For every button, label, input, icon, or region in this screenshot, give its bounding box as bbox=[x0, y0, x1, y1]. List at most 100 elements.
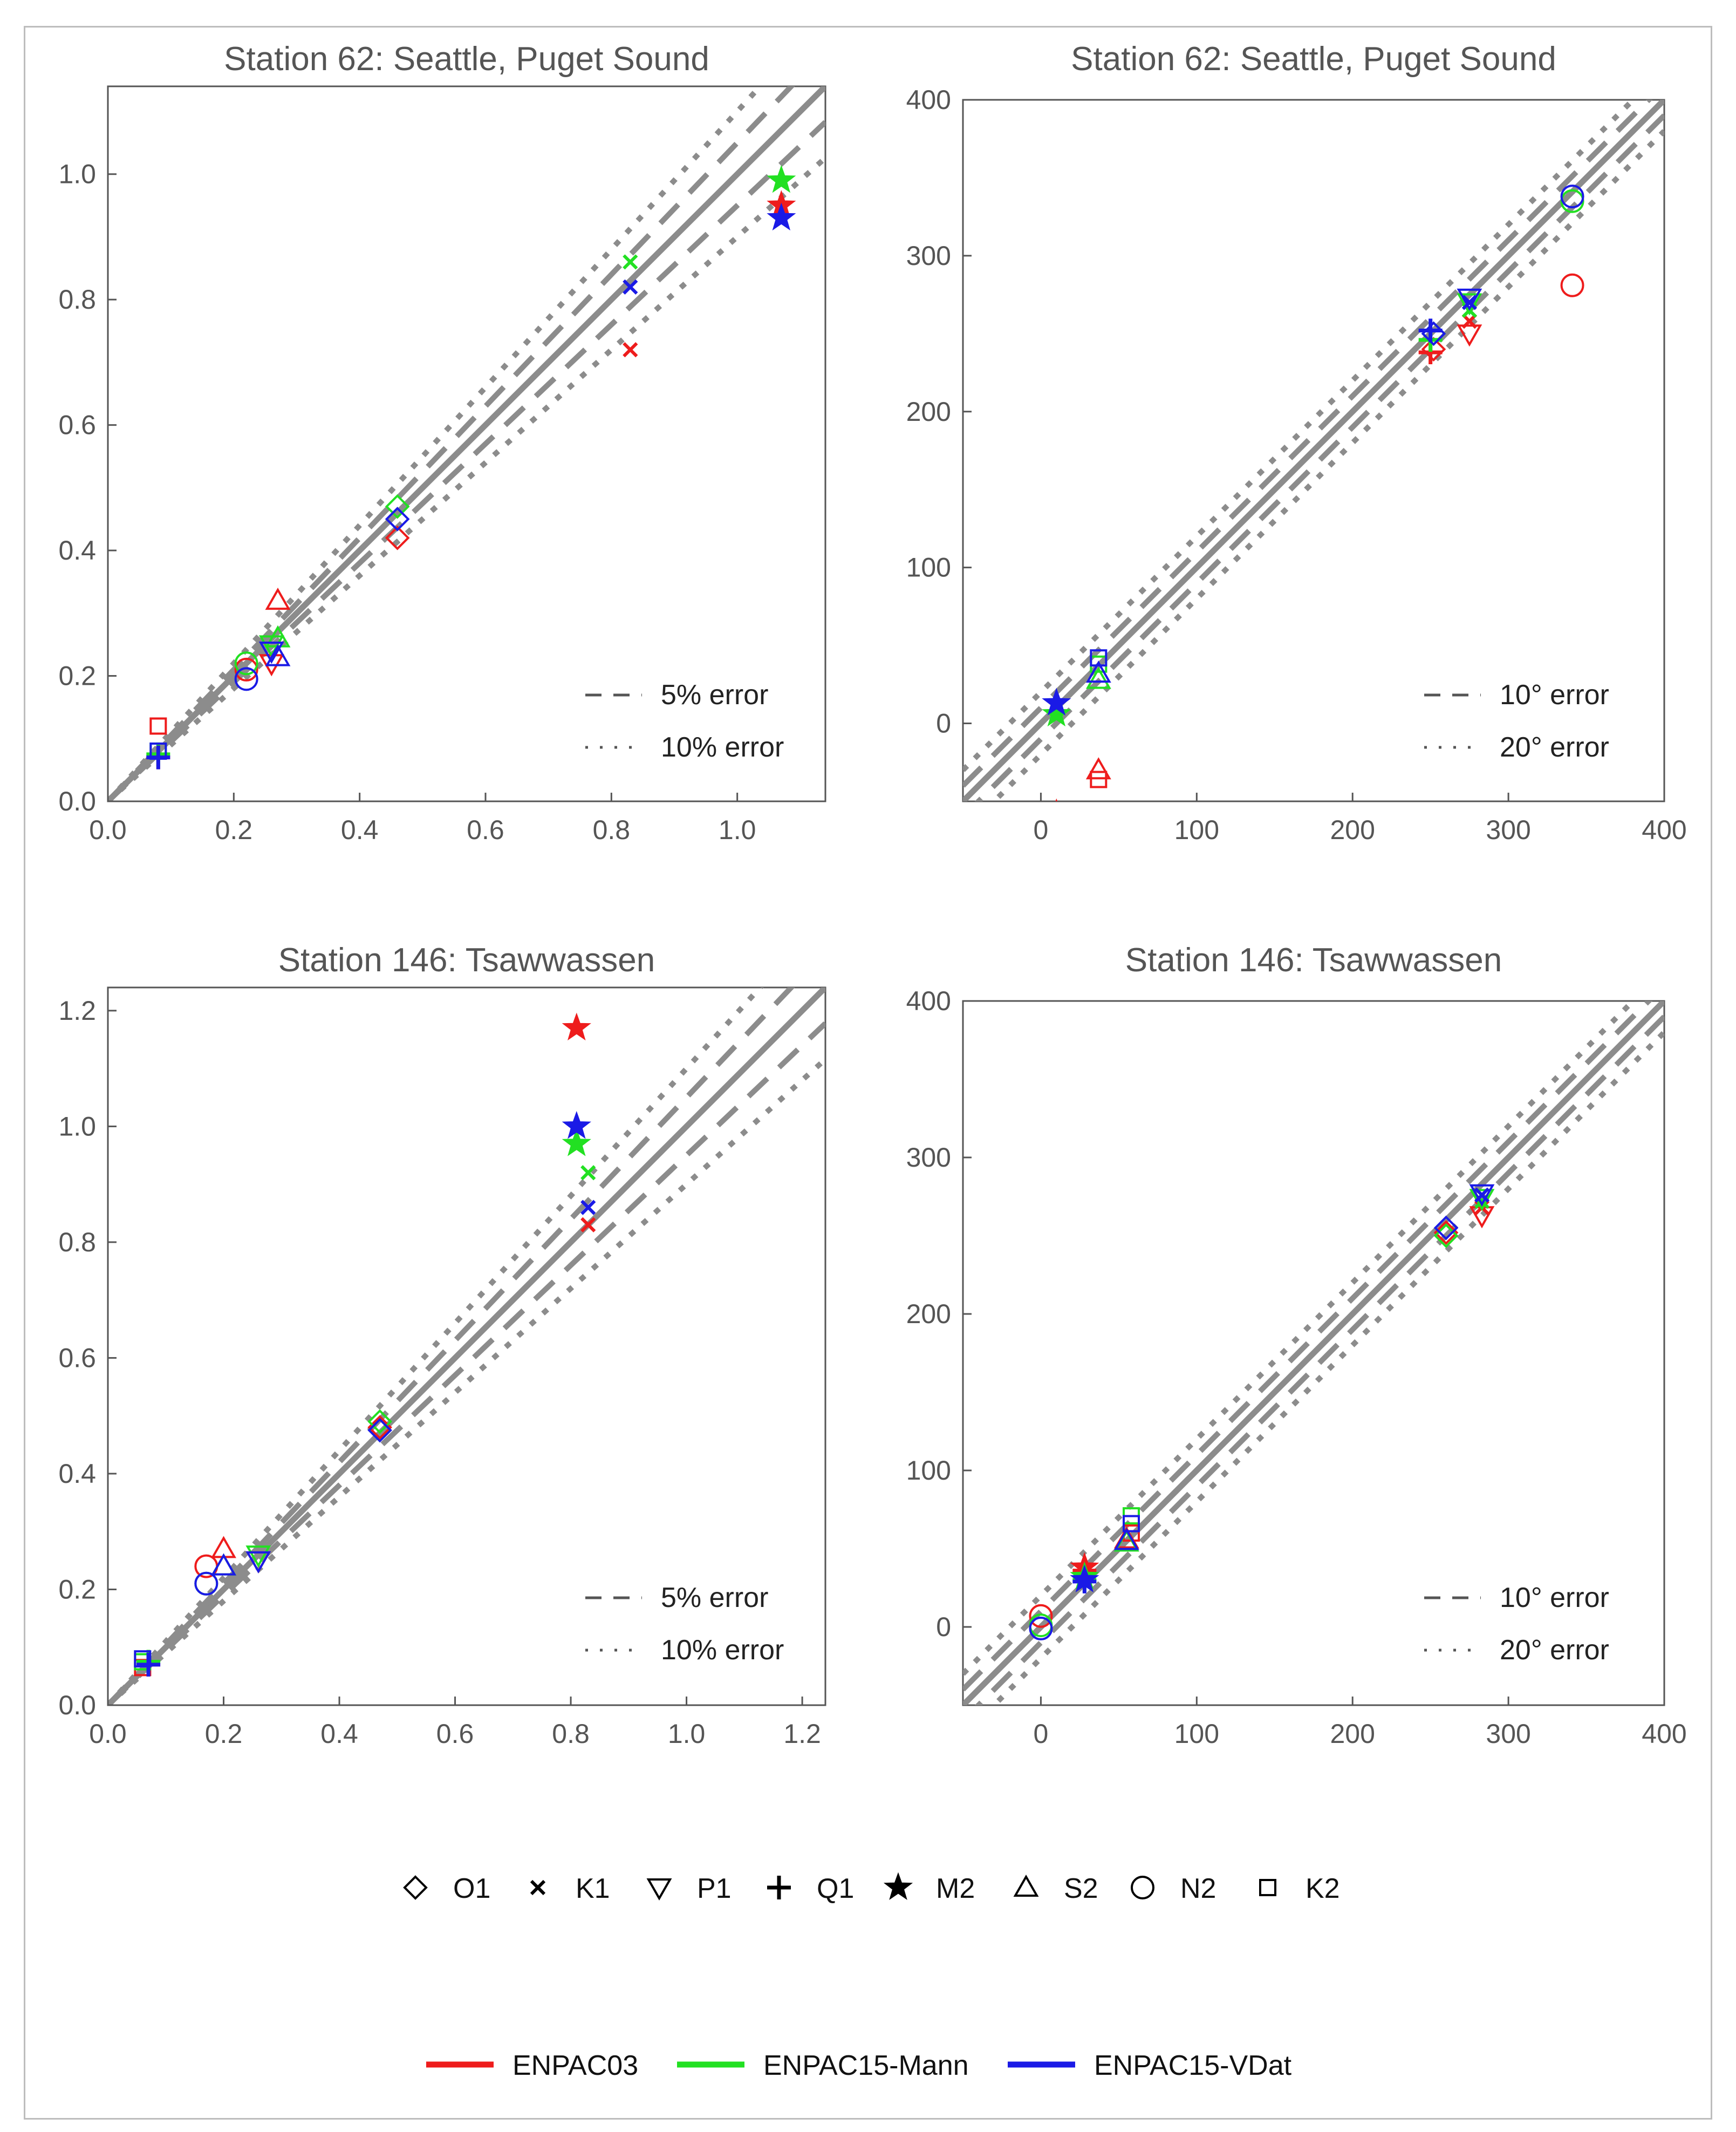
x-tick-label: 400 bbox=[1642, 1719, 1686, 1749]
point-o1-enpac15-vdat bbox=[385, 507, 410, 532]
symbol-legend: O1 K1 P1 Q1 M2 S2 N2 K2 bbox=[403, 1872, 1340, 1904]
y-tick-label: 0.2 bbox=[58, 661, 96, 691]
point-k1-enpac15-vdat bbox=[1461, 295, 1478, 310]
x-tick-label: 100 bbox=[1174, 815, 1219, 845]
x-tick-label: 0.6 bbox=[436, 1719, 474, 1749]
symbol-legend-label: P1 bbox=[697, 1873, 732, 1904]
lower-dashed-error-line bbox=[974, 1014, 1664, 1705]
circle-icon bbox=[1131, 1876, 1154, 1899]
x-tick-label: 200 bbox=[1330, 815, 1375, 845]
chart-title: Station 62: Seattle, Puget Sound bbox=[1071, 40, 1556, 78]
plot-frame bbox=[107, 986, 826, 1706]
y-tick-label: 0.0 bbox=[58, 786, 96, 816]
upper-dotted-error-line bbox=[963, 100, 1637, 772]
point-k1-enpac03 bbox=[623, 342, 638, 358]
x-tick-label: 0 bbox=[1034, 1719, 1049, 1749]
point-m2-enpac15-mann bbox=[562, 1128, 591, 1156]
point-o1-enpac03 bbox=[385, 526, 410, 550]
y-tick-label: 200 bbox=[906, 397, 951, 427]
chart-phase62: Station 62: Seattle, Puget Sound 0 100 200 3… bbox=[906, 40, 1687, 845]
x-tick-label: 1.0 bbox=[668, 1719, 706, 1749]
x-tick-label: 1.0 bbox=[719, 815, 756, 845]
y-tick-label: 0.6 bbox=[58, 410, 96, 440]
dashed-legend-label: 10° error bbox=[1500, 1582, 1609, 1613]
y-tick-label: 200 bbox=[906, 1299, 951, 1329]
point-m2-enpac15-mann bbox=[1042, 698, 1071, 727]
point-k1-enpac15-mann bbox=[623, 254, 638, 270]
model-legend-label: ENPAC03 bbox=[512, 2050, 638, 2081]
y-tick-label: 0 bbox=[936, 1612, 951, 1642]
model-legend: ENPAC03 ENPAC15-Mann ENPAC15-VDat bbox=[426, 2050, 1292, 2081]
triangle-down-icon bbox=[646, 1878, 672, 1901]
y-tick-label: 0 bbox=[936, 709, 951, 739]
error-legend: 10° error 20° error bbox=[1424, 679, 1609, 763]
y-tick-label: 0.8 bbox=[58, 284, 96, 315]
x-tick-label: 0 bbox=[1034, 815, 1049, 845]
series-enpac15-vdat bbox=[1042, 185, 1584, 716]
point-k2-enpac03 bbox=[149, 717, 167, 735]
chart-title: Station 62: Seattle, Puget Sound bbox=[224, 40, 709, 78]
chart-amp62: Station 62: Seattle, Puget Sound 0.0 0.2 0.… bbox=[58, 40, 826, 845]
series-enpac15-vdat bbox=[1029, 1184, 1495, 1640]
point-n2-enpac15-vdat bbox=[194, 1571, 218, 1596]
chart-title: Station 146: Tsawwassen bbox=[278, 942, 655, 979]
x-tick-label: 100 bbox=[1174, 1719, 1219, 1749]
symbol-legend-item-k2: K2 bbox=[1259, 1873, 1340, 1904]
y-tick-label: 100 bbox=[906, 553, 951, 583]
y-tick-label: 0.8 bbox=[58, 1227, 96, 1257]
point-n2-enpac15-vdat bbox=[234, 667, 258, 691]
cross-icon bbox=[530, 1879, 546, 1896]
lower-dashed-error-line bbox=[108, 1021, 825, 1705]
chart-phase146: Station 146: Tsawwassen 0 100 200 300 400 0 100… bbox=[906, 942, 1687, 1749]
charts-layer: Station 62: Seattle, Puget Sound 0.0 0.2 0.… bbox=[58, 40, 1687, 1749]
point-s2-enpac15-vdat bbox=[265, 644, 291, 666]
point-m2-enpac03 bbox=[562, 1012, 591, 1041]
reference-lines bbox=[963, 100, 1664, 801]
point-n2-enpac03 bbox=[234, 657, 258, 682]
point-k2-enpac15-vdat bbox=[134, 1650, 152, 1668]
plus-icon bbox=[767, 1876, 791, 1899]
series-enpac15-vdat bbox=[146, 202, 796, 769]
identity-line bbox=[108, 86, 825, 801]
symbol-legend-label: M2 bbox=[936, 1873, 975, 1904]
x-tick-label: 0.6 bbox=[467, 815, 504, 845]
point-s2-enpac15-vdat bbox=[1085, 660, 1111, 683]
data-points bbox=[1029, 1184, 1495, 1640]
point-k1-enpac15-vdat bbox=[580, 1200, 596, 1215]
point-n2-enpac03 bbox=[1029, 1604, 1053, 1628]
plot-frame bbox=[962, 1000, 1665, 1706]
chart-title: Station 146: Tsawwassen bbox=[1125, 942, 1502, 979]
point-n2-enpac03 bbox=[1560, 273, 1584, 297]
point-s2-enpac15-vdat bbox=[211, 1553, 236, 1576]
point-p1-enpac15-vdat bbox=[1457, 288, 1482, 311]
reference-lines bbox=[963, 1001, 1664, 1705]
model-legend-label: ENPAC15-VDat bbox=[1094, 2050, 1292, 2081]
point-o1-enpac03 bbox=[1433, 1220, 1459, 1245]
reference-lines bbox=[108, 86, 825, 801]
triangle-up-icon bbox=[1013, 1874, 1039, 1897]
symbol-legend-label: N2 bbox=[1180, 1873, 1216, 1904]
y-tick-label: 0.0 bbox=[58, 1690, 96, 1720]
dashed-legend-label: 10° error bbox=[1500, 679, 1609, 711]
lower-dashed-error-line bbox=[108, 120, 825, 801]
point-p1-enpac15-mann bbox=[1457, 293, 1482, 316]
upper-dotted-error-line bbox=[963, 1001, 1637, 1676]
y-tick-label: 400 bbox=[906, 85, 951, 115]
y-tick-label: 100 bbox=[906, 1455, 951, 1486]
model-legend-item-enpac03: ENPAC03 bbox=[426, 2050, 638, 2081]
series-enpac03 bbox=[134, 1012, 596, 1677]
y-tick-label: 400 bbox=[906, 986, 951, 1016]
point-k2-enpac15-vdat bbox=[1090, 649, 1108, 667]
y-tick-label: 0.4 bbox=[58, 535, 96, 566]
symbol-legend-label: O1 bbox=[453, 1873, 490, 1904]
point-o1-enpac15-vdat bbox=[1433, 1215, 1459, 1241]
x-tick-label: 0.4 bbox=[320, 1719, 358, 1749]
data-points bbox=[146, 165, 796, 769]
symbol-legend-item-n2: N2 bbox=[1131, 1873, 1216, 1904]
dotted-legend-label: 10% error bbox=[661, 732, 784, 763]
point-s2-enpac03 bbox=[1085, 757, 1111, 780]
y-tick-label: 300 bbox=[906, 1142, 951, 1173]
symbol-legend-item-k1: K1 bbox=[530, 1873, 610, 1904]
point-k1-enpac15-vdat bbox=[623, 279, 638, 295]
point-p1-enpac15-vdat bbox=[258, 642, 284, 664]
